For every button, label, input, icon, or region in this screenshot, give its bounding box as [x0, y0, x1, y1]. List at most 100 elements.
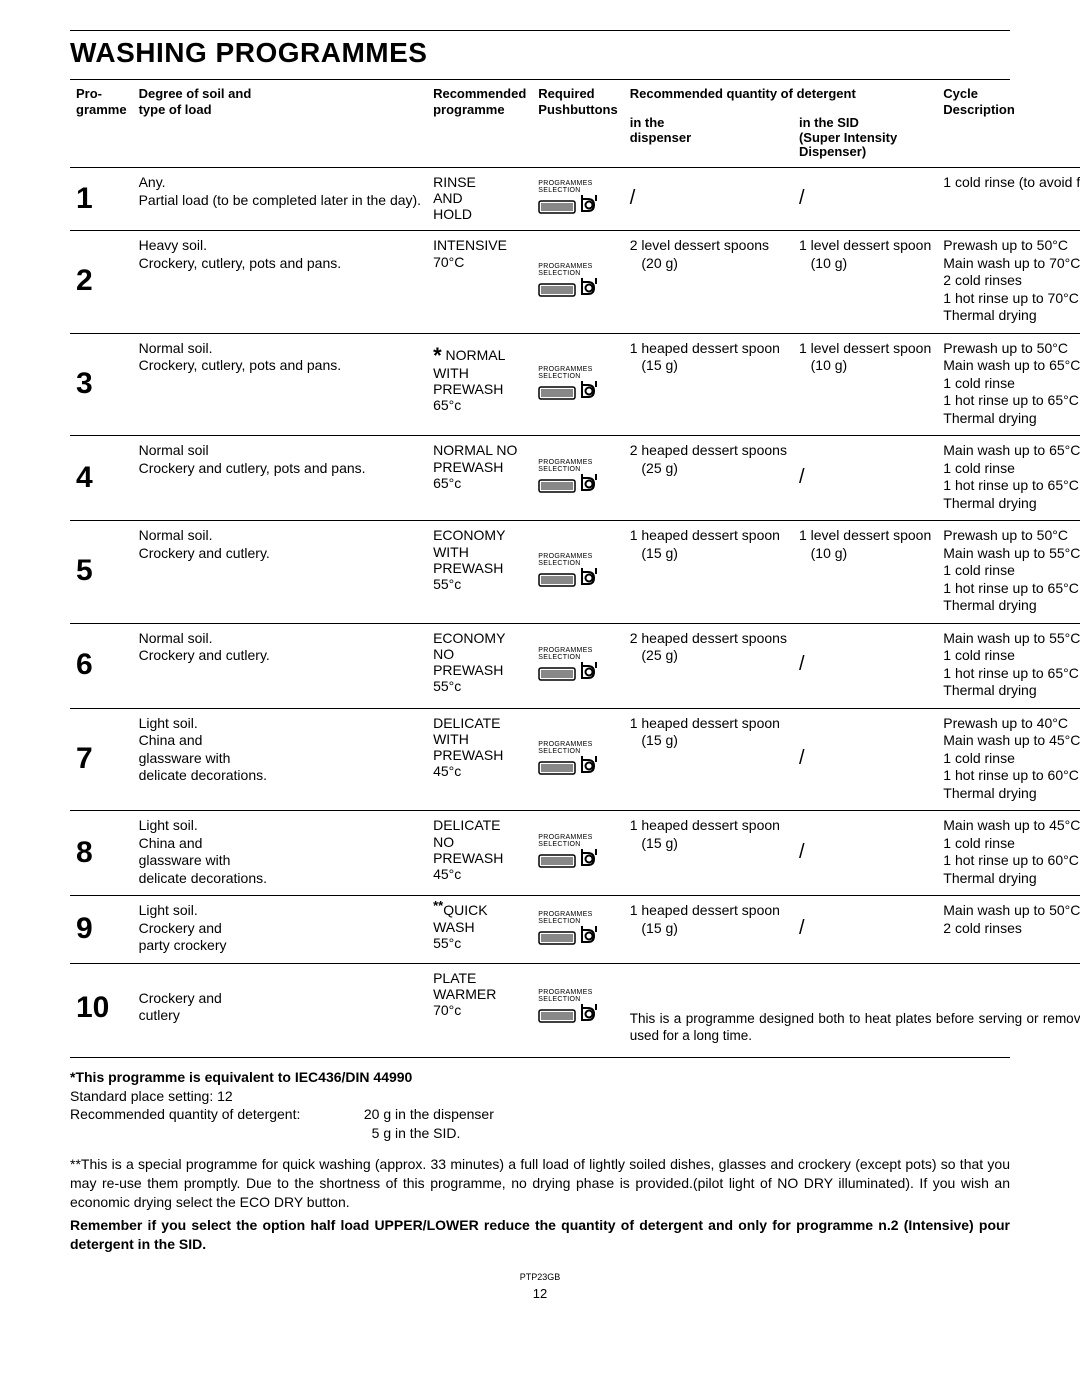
- table-row: 1Any.Partial load (to be completed later…: [70, 168, 1080, 231]
- qty-slash: /: [793, 623, 937, 708]
- footnote-quick: **This is a special programme for quick …: [70, 1155, 1010, 1212]
- soil-cell: Heavy soil.Crockery, cutlery, pots and p…: [133, 231, 428, 334]
- qty-cell: 2 level dessert spoons (20 g): [624, 231, 793, 334]
- cycle-cell: Main wash up to 55°C1 cold rinse1 hot ri…: [937, 623, 1080, 708]
- prog-number: 5: [70, 521, 133, 624]
- qty-slash: /: [624, 168, 793, 231]
- programmes-selection-icon: PROGRAMMESSELECTION: [538, 459, 602, 496]
- table-row: 10Crockery andcutleryPLATEWARMER70°c PRO…: [70, 963, 1080, 1052]
- rec-cell: INTENSIVE70°C: [427, 231, 532, 334]
- programmes-selection-icon: PROGRAMMESSELECTION: [538, 553, 602, 590]
- cycle-cell: Prewash up to 50°CMain wash up to 70°C2 …: [937, 231, 1080, 334]
- table-row: 6Normal soil.Crockery and cutlery.ECONOM…: [70, 623, 1080, 708]
- footnote-iec: *This programme is equivalent to IEC436/…: [70, 1068, 1010, 1087]
- rule-after-table: [70, 1057, 1010, 1058]
- programmes-table: Pro-gramme Degree of soil andtype of loa…: [70, 80, 1080, 1053]
- qty-slash: /: [793, 708, 937, 811]
- soil-cell: Light soil.China andglassware withdelica…: [133, 708, 428, 811]
- qty-cell: 1 heaped dessert spoon (15 g): [624, 896, 793, 964]
- programmes-selection-icon: PROGRAMMESSELECTION: [538, 834, 602, 871]
- th-recommended: Recommendedprogramme: [427, 80, 532, 168]
- rec-cell: * NORMALWITHPREWASH65°c: [427, 333, 532, 436]
- rec-cell: ECONOMYNOPREWASH55°c: [427, 623, 532, 708]
- table-row: 4Normal soilCrockery and cutlery, pots a…: [70, 436, 1080, 521]
- push-cell: PROGRAMMESSELECTION: [532, 436, 623, 521]
- prog-number: 10: [70, 963, 133, 1052]
- qty-cell: 1 level dessert spoon (10 g): [793, 231, 937, 334]
- th-sid: in the SID(Super IntensityDispenser): [793, 110, 937, 167]
- th-programme: Pro-gramme: [70, 80, 133, 168]
- programmes-selection-icon: PROGRAMMESSELECTION: [538, 263, 602, 300]
- th-dispenser: in thedispenser: [624, 110, 793, 167]
- programmes-selection-icon: PROGRAMMESSELECTION: [538, 647, 602, 684]
- table-row: 2Heavy soil.Crockery, cutlery, pots and …: [70, 231, 1080, 334]
- th-cycle: CycleDescription: [937, 80, 1080, 168]
- cycle-cell: 1 cold rinse (to avoid food scraps from …: [937, 168, 1080, 231]
- prog-number: 8: [70, 811, 133, 896]
- table-row: 3Normal soil.Crockery, cutlery, pots and…: [70, 333, 1080, 436]
- programmes-selection-icon: PROGRAMMESSELECTION: [538, 180, 602, 217]
- prog-number: 4: [70, 436, 133, 521]
- rec-cell: DELICATEWITHPREWASH45°c: [427, 708, 532, 811]
- qty-slash: /: [793, 811, 937, 896]
- prog-number: 3: [70, 333, 133, 436]
- footnote-detergent: Recommended quantity of detergent: 20 g …: [70, 1105, 1010, 1143]
- soil-cell: Any.Partial load (to be completed later …: [133, 168, 428, 231]
- page-code: PTP23GB: [70, 1272, 1010, 1282]
- push-cell: PROGRAMMESSELECTION: [532, 168, 623, 231]
- table-row: 5Normal soil.Crockery and cutlery.ECONOM…: [70, 521, 1080, 624]
- prog-number: 9: [70, 896, 133, 964]
- qty-cell: 1 heaped dessert spoon (15 g): [624, 708, 793, 811]
- soil-cell: Light soil.China andglassware withdelica…: [133, 811, 428, 896]
- table-row: 8Light soil.China andglassware withdelic…: [70, 811, 1080, 896]
- th-pushbuttons: RequiredPushbuttons: [532, 80, 623, 168]
- rec-cell: ECONOMYWITHPREWASH55°c: [427, 521, 532, 624]
- qty-slash: /: [793, 436, 937, 521]
- qty-cell: 1 heaped dessert spoon (15 g): [624, 811, 793, 896]
- qty-cell: 1 level dessert spoon (10 g): [793, 333, 937, 436]
- table-row: 7Light soil.China andglassware withdelic…: [70, 708, 1080, 811]
- rec-cell: RINSEANDHOLD: [427, 168, 532, 231]
- push-cell: PROGRAMMESSELECTION: [532, 811, 623, 896]
- qty-cell: 2 heaped dessert spoons (25 g): [624, 623, 793, 708]
- prog-number: 7: [70, 708, 133, 811]
- programmes-selection-icon: PROGRAMMESSELECTION: [538, 989, 602, 1026]
- page-number: 12: [70, 1286, 1010, 1301]
- push-cell: PROGRAMMESSELECTION: [532, 231, 623, 334]
- table-row: 9Light soil.Crockery andparty crockery**…: [70, 896, 1080, 964]
- soil-cell: Normal soil.Crockery and cutlery.: [133, 521, 428, 624]
- cycle-cell: Main wash up to 45°C1 cold rinse1 hot ri…: [937, 811, 1080, 896]
- soil-cell: Normal soil.Crockery, cutlery, pots and …: [133, 333, 428, 436]
- soil-cell: Normal soil.Crockery and cutlery.: [133, 623, 428, 708]
- push-cell: PROGRAMMESSELECTION: [532, 623, 623, 708]
- rec-cell: NORMAL NOPREWASH65°c: [427, 436, 532, 521]
- prog-number: 2: [70, 231, 133, 334]
- programmes-selection-icon: PROGRAMMESSELECTION: [538, 741, 602, 778]
- qty-cell: 1 heaped dessert spoon (15 g): [624, 333, 793, 436]
- cycle-cell: Prewash up to 50°CMain wash up to 65°C1 …: [937, 333, 1080, 436]
- push-cell: PROGRAMMESSELECTION: [532, 521, 623, 624]
- cycle-cell: Main wash up to 65°C1 cold rinse1 hot ri…: [937, 436, 1080, 521]
- soil-cell: Crockery andcutlery: [133, 963, 428, 1052]
- programmes-selection-icon: PROGRAMMESSELECTION: [538, 911, 602, 948]
- rec-cell: **QUICKWASH55°c: [427, 896, 532, 964]
- push-cell: PROGRAMMESSELECTION: [532, 896, 623, 964]
- rule-top: [70, 30, 1010, 31]
- programmes-selection-icon: PROGRAMMESSELECTION: [538, 366, 602, 403]
- rec-cell: PLATEWARMER70°c: [427, 963, 532, 1052]
- prog-number: 1: [70, 168, 133, 231]
- qty-slash: /: [793, 168, 937, 231]
- soil-cell: Light soil.Crockery andparty crockery: [133, 896, 428, 964]
- qty-cell: 1 level dessert spoon (10 g): [793, 521, 937, 624]
- page-title: WASHING PROGRAMMES: [70, 37, 1010, 69]
- footnote-halfload: Remember if you select the option half l…: [70, 1216, 1010, 1254]
- qty-cell: 1 heaped dessert spoon (15 g): [624, 521, 793, 624]
- push-cell: PROGRAMMESSELECTION: [532, 963, 623, 1052]
- th-detergent-over: Recommended quantity of detergent: [624, 80, 938, 110]
- cycle-cell: Prewash up to 50°CMain wash up to 55°C1 …: [937, 521, 1080, 624]
- soil-cell: Normal soilCrockery and cutlery, pots an…: [133, 436, 428, 521]
- cycle-cell: Main wash up to 50°C2 cold rinses: [937, 896, 1080, 964]
- prog-number: 6: [70, 623, 133, 708]
- rec-cell: DELICATENOPREWASH45°c: [427, 811, 532, 896]
- push-cell: PROGRAMMESSELECTION: [532, 333, 623, 436]
